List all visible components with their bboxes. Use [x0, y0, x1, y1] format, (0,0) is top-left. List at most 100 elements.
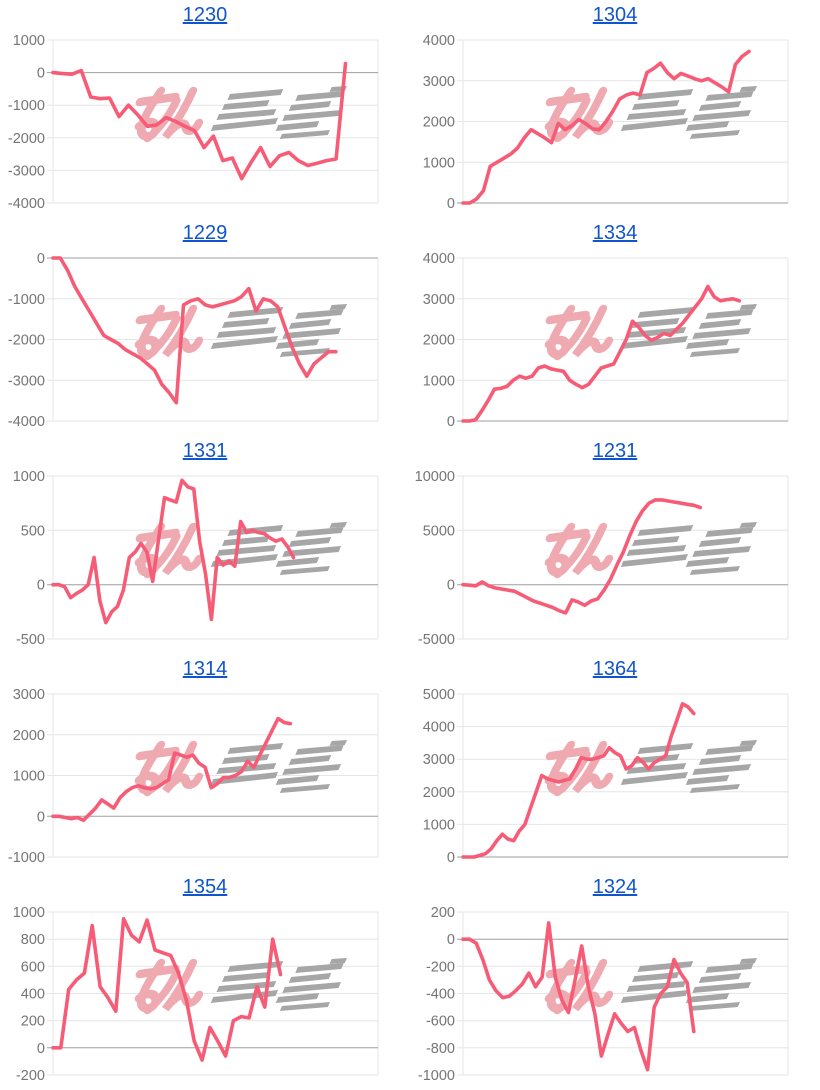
slump-graph: 4000 3000 2000 1000 0	[423, 251, 789, 430]
series-line	[461, 284, 742, 423]
y-tick-label: -1000	[8, 850, 45, 866]
y-tick-label: 4000	[423, 720, 455, 736]
y-tick-label: 1000	[13, 769, 45, 785]
y-tick-label: -3000	[8, 163, 45, 179]
chart-card: 1231 10000 5000 0 -5000	[410, 436, 820, 654]
chart-title-link[interactable]: 1304	[592, 4, 638, 26]
y-tick-label: 2000	[423, 115, 455, 131]
y-tick-label: 0	[37, 1041, 45, 1057]
slump-graph: 200 0 -200 -400 -600 -800 -1000	[418, 905, 789, 1084]
minrepo-watermark-icon	[131, 958, 347, 1011]
y-tick-label: 2000	[13, 728, 45, 744]
y-tick-label: 3000	[423, 752, 455, 768]
chart-card: 1324 200 0 -200 -400 -600 -800 -1000	[410, 872, 820, 1090]
chart-title-link[interactable]: 1334	[592, 222, 638, 244]
y-tick-label: 10000	[415, 469, 455, 485]
y-tick-label: 4000	[423, 251, 455, 267]
minrepo-watermark-icon	[541, 522, 757, 575]
series-line	[461, 49, 751, 205]
slump-graph: 4000 3000 2000 1000 0	[423, 33, 789, 212]
chart-title-link[interactable]: 1331	[182, 440, 228, 462]
y-tick-label: 0	[37, 251, 45, 267]
y-tick-label: -600	[426, 1014, 455, 1030]
y-tick-label: -2000	[8, 131, 45, 147]
y-tick-label: 200	[21, 1014, 45, 1030]
series-line	[51, 916, 283, 1062]
y-tick-label: 3000	[423, 74, 455, 90]
chart-card: 1354 1000 800 600 400 200 0 -200	[0, 872, 410, 1090]
chart-card: 1314 3000 2000 1000 0 -1000	[0, 654, 410, 872]
y-tick-label: 0	[447, 196, 455, 212]
y-tick-label: 0	[37, 578, 45, 594]
y-tick-label: 0	[37, 66, 45, 82]
y-tick-label: 2000	[423, 333, 455, 349]
y-tick-label: -5000	[418, 632, 455, 648]
chart-title-link[interactable]: 1364	[592, 658, 638, 680]
chart-title-link[interactable]: 1229	[182, 222, 228, 244]
y-tick-label: 5000	[423, 687, 455, 703]
y-tick-label: -2000	[8, 333, 45, 349]
y-tick-label: 1000	[423, 817, 455, 833]
minrepo-watermark-icon	[131, 304, 347, 357]
y-tick-label: -500	[16, 632, 45, 648]
y-tick-label: -4000	[8, 414, 45, 430]
y-tick-label: 0	[447, 414, 455, 430]
y-tick-label: 200	[431, 905, 455, 921]
series-line	[461, 921, 696, 1072]
y-tick-label: -400	[426, 987, 455, 1003]
slump-graph: 1000 500 0 -500	[13, 469, 379, 648]
series-line	[51, 478, 296, 625]
chart-card: 1304 4000 3000 2000 1000 0	[410, 0, 820, 218]
chart-card: 1331 1000 500 0 -500	[0, 436, 410, 654]
y-tick-label: 500	[21, 523, 45, 539]
series-line	[51, 716, 293, 823]
y-tick-label: 0	[447, 850, 455, 866]
slump-graph: 5000 4000 3000 2000 1000 0	[423, 687, 789, 866]
y-tick-label: 600	[21, 959, 45, 975]
y-tick-label: 0	[447, 932, 455, 948]
y-tick-label: -200	[426, 959, 455, 975]
minrepo-watermark-icon	[541, 86, 757, 139]
y-tick-label: -1000	[418, 1068, 455, 1084]
chart-title-link[interactable]: 1230	[182, 4, 228, 26]
chart-title-link[interactable]: 1324	[592, 876, 638, 898]
y-tick-label: 5000	[423, 523, 455, 539]
slump-graph: 0 -1000 -2000 -3000 -4000	[8, 251, 379, 430]
slump-graph: 1000 0 -1000 -2000 -3000 -4000	[8, 33, 379, 212]
y-tick-label: 1000	[423, 155, 455, 171]
y-tick-label: 1000	[13, 905, 45, 921]
y-tick-label: -1000	[8, 98, 45, 114]
minrepo-watermark-icon	[131, 86, 347, 139]
chart-title-link[interactable]: 1314	[182, 658, 228, 680]
chart-title-link[interactable]: 1354	[182, 876, 228, 898]
y-tick-label: 4000	[423, 33, 455, 49]
series-line	[461, 701, 696, 859]
y-tick-label: 3000	[13, 687, 45, 703]
y-tick-label: 1000	[13, 33, 45, 49]
series-line	[461, 498, 703, 615]
series-line	[51, 256, 338, 405]
minrepo-watermark-icon	[541, 304, 757, 357]
slump-graph: 10000 5000 0 -5000	[415, 469, 789, 648]
chart-card: 1230 1000 0 -1000 -2000 -3000 -4000	[0, 0, 410, 218]
chart-card: 1364 5000 4000 3000 2000 1000 0	[410, 654, 820, 872]
y-tick-label: -200	[16, 1068, 45, 1084]
y-tick-label: -4000	[8, 196, 45, 212]
y-tick-label: 3000	[423, 292, 455, 308]
y-tick-label: -3000	[8, 373, 45, 389]
y-tick-label: -1000	[8, 292, 45, 308]
y-tick-label: 0	[37, 809, 45, 825]
chart-card: 1334 4000 3000 2000 1000 0	[410, 218, 820, 436]
y-tick-label: 800	[21, 932, 45, 948]
slump-graph: 1000 800 600 400 200 0 -200	[13, 905, 379, 1084]
y-tick-label: -800	[426, 1041, 455, 1057]
chart-title-link[interactable]: 1231	[592, 440, 638, 462]
series-line	[51, 61, 348, 181]
chart-card: 1229 0 -1000 -2000 -3000 -4000	[0, 218, 410, 436]
y-tick-label: 1000	[13, 469, 45, 485]
slump-graph: 3000 2000 1000 0 -1000	[8, 687, 379, 866]
y-tick-label: 1000	[423, 373, 455, 389]
y-tick-label: 400	[21, 987, 45, 1003]
y-tick-label: 0	[447, 578, 455, 594]
